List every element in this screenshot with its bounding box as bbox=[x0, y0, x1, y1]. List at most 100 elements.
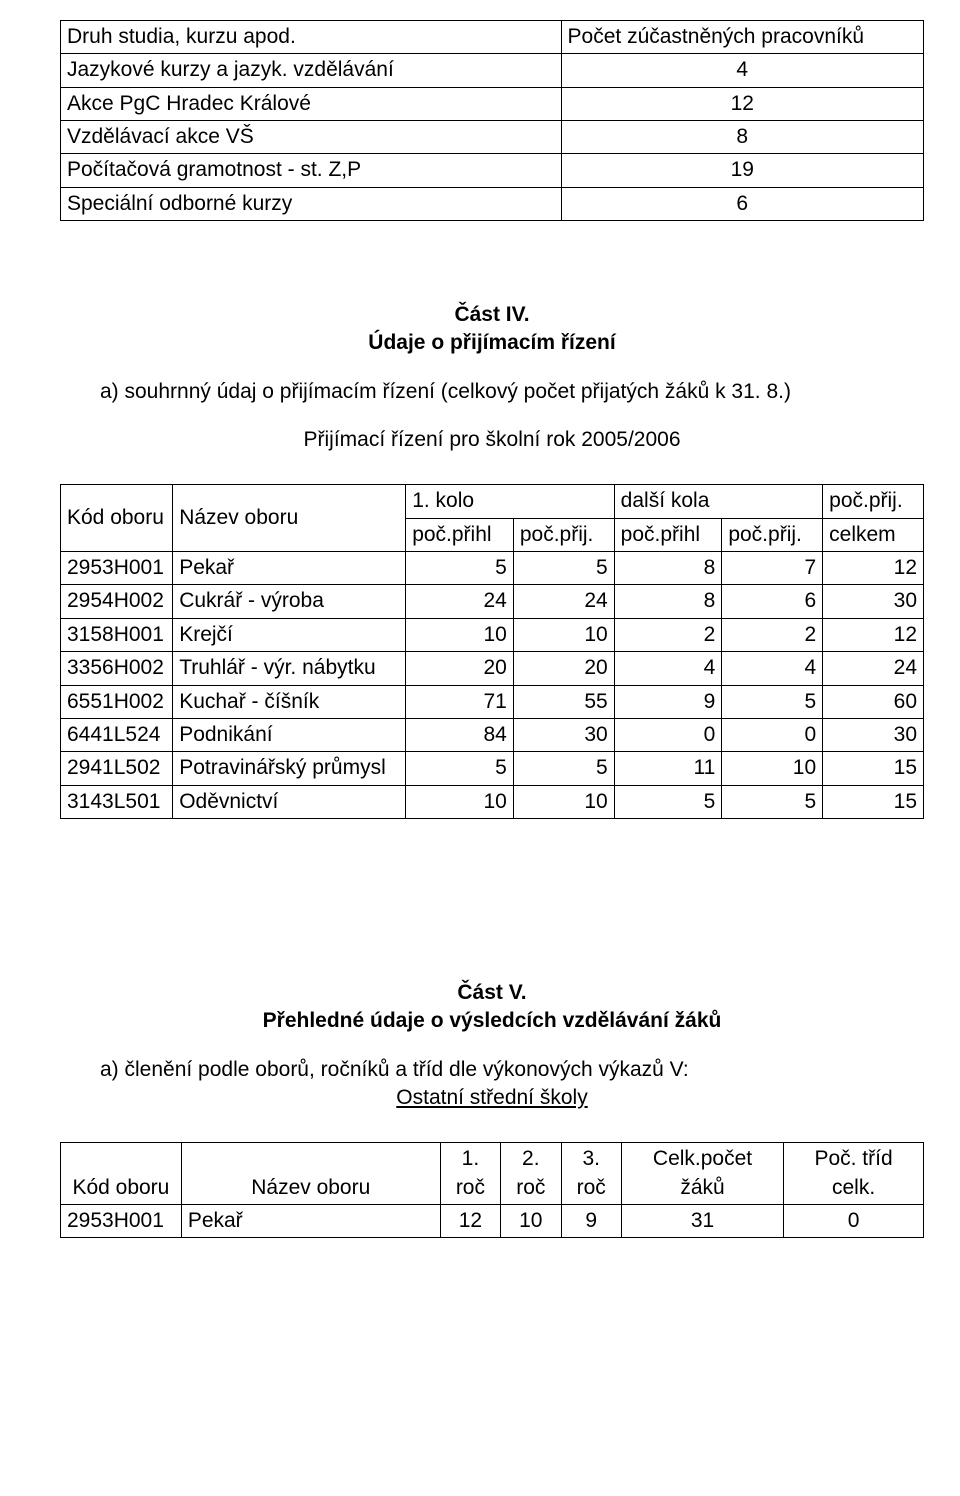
cell-count: 4 bbox=[561, 54, 923, 87]
cell: 10 bbox=[501, 1204, 561, 1237]
cell: 8 bbox=[614, 585, 722, 618]
table-head-row: Kód oboru Název oboru 1. kolo další kola… bbox=[61, 485, 924, 518]
cell: 10 bbox=[406, 785, 514, 818]
cell: 8 bbox=[614, 552, 722, 585]
cell: 9 bbox=[561, 1204, 621, 1237]
table-row: Jazykové kurzy a jazyk. vzdělávání 4 bbox=[61, 54, 924, 87]
section4-part-label: Část IV. bbox=[454, 303, 529, 326]
cell: 5 bbox=[513, 552, 614, 585]
cell: 9 bbox=[614, 685, 722, 718]
cell: 0 bbox=[784, 1204, 924, 1237]
cell: 5 bbox=[722, 685, 823, 718]
cell: 10 bbox=[513, 618, 614, 651]
admission-table: Kód oboru Název oboru 1. kolo další kola… bbox=[60, 484, 924, 818]
table-row: Speciální odborné kurzy 6 bbox=[61, 187, 924, 220]
col-celk: Celk.počet žáků bbox=[621, 1143, 783, 1205]
col-kod: Kód oboru bbox=[61, 1143, 182, 1205]
cell: 10 bbox=[406, 618, 514, 651]
section4-subheading: Přijímací řízení pro školní rok 2005/200… bbox=[60, 426, 924, 454]
col-roc1: 1. roč bbox=[440, 1143, 500, 1205]
col-roc3: 3. roč bbox=[561, 1143, 621, 1205]
cell: 2941L502 bbox=[61, 752, 173, 785]
table-row: 2954H002Cukrář - výroba24248630 bbox=[61, 585, 924, 618]
cell: 5 bbox=[722, 785, 823, 818]
cell-type: Jazykové kurzy a jazyk. vzdělávání bbox=[61, 54, 562, 87]
table-row: 3143L501Oděvnictví10105515 bbox=[61, 785, 924, 818]
col-pocprij: poč.přij. bbox=[823, 485, 924, 518]
cell: 3143L501 bbox=[61, 785, 173, 818]
cell: 0 bbox=[722, 718, 823, 751]
section5-item-a: a) členění podle oborů, ročníků a tříd d… bbox=[100, 1056, 924, 1084]
section5-heading: Část V. Přehledné údaje o výsledcích vzd… bbox=[60, 979, 924, 1036]
cell: 0 bbox=[614, 718, 722, 751]
col-sub: poč.přij. bbox=[722, 518, 823, 551]
table-row: 2953H001Pekař558712 bbox=[61, 552, 924, 585]
cell: 5 bbox=[614, 785, 722, 818]
cell: Krejčí bbox=[173, 618, 406, 651]
cell: 30 bbox=[823, 718, 924, 751]
cell-type: Akce PgC Hradec Králové bbox=[61, 87, 562, 120]
section4-heading: Část IV. Údaje o přijímacím řízení bbox=[60, 301, 924, 358]
cell: 15 bbox=[823, 752, 924, 785]
col-roc2: 2. roč bbox=[501, 1143, 561, 1205]
cell: 10 bbox=[513, 785, 614, 818]
cell: 2 bbox=[722, 618, 823, 651]
cell-count: 12 bbox=[561, 87, 923, 120]
cell: 15 bbox=[823, 785, 924, 818]
cell: 12 bbox=[440, 1204, 500, 1237]
cell: Pekař bbox=[181, 1204, 440, 1237]
col-header-count: Počet zúčastněných pracovníků bbox=[561, 21, 923, 54]
cell: 60 bbox=[823, 685, 924, 718]
col-sub: celkem bbox=[823, 518, 924, 551]
col-sub: poč.přij. bbox=[513, 518, 614, 551]
page-root: Druh studia, kurzu apod. Počet zúčastněn… bbox=[0, 0, 960, 1496]
cell: 4 bbox=[614, 652, 722, 685]
cell: 2953H001 bbox=[61, 552, 173, 585]
cell: Cukrář - výroba bbox=[173, 585, 406, 618]
section5-part-label: Část V. bbox=[457, 981, 526, 1004]
col-nazev: Název oboru bbox=[181, 1143, 440, 1205]
cell: 5 bbox=[513, 752, 614, 785]
cell: Truhlář - výr. nábytku bbox=[173, 652, 406, 685]
cell-type: Počítačová gramotnost - st. Z,P bbox=[61, 154, 562, 187]
section4-title: Údaje o přijímacím řízení bbox=[368, 331, 615, 354]
cell: 6441L524 bbox=[61, 718, 173, 751]
cell: 24 bbox=[406, 585, 514, 618]
col-sub: poč.přihl bbox=[406, 518, 514, 551]
cell: 30 bbox=[823, 585, 924, 618]
cell: 5 bbox=[406, 552, 514, 585]
col-kolo1: 1. kolo bbox=[406, 485, 614, 518]
col-trid: Poč. tříd celk. bbox=[784, 1143, 924, 1205]
cell: 2953H001 bbox=[61, 1204, 182, 1237]
cell: Podnikání bbox=[173, 718, 406, 751]
cell: Kuchař - číšník bbox=[173, 685, 406, 718]
table-row: Akce PgC Hradec Králové 12 bbox=[61, 87, 924, 120]
section4-item-a: a) souhrnný údaj o přijímacím řízení (ce… bbox=[100, 378, 924, 406]
cell: 6551H002 bbox=[61, 685, 173, 718]
col-header-type: Druh studia, kurzu apod. bbox=[61, 21, 562, 54]
cell: 4 bbox=[722, 652, 823, 685]
cell-type: Speciální odborné kurzy bbox=[61, 187, 562, 220]
cell: 24 bbox=[823, 652, 924, 685]
table-row: Počítačová gramotnost - st. Z,P 19 bbox=[61, 154, 924, 187]
cell: 10 bbox=[722, 752, 823, 785]
col-dalsi: další kola bbox=[614, 485, 822, 518]
cell: 6 bbox=[722, 585, 823, 618]
table-row: 3356H002Truhlář - výr. nábytku20204424 bbox=[61, 652, 924, 685]
col-kod: Kód oboru bbox=[61, 485, 173, 552]
training-table: Druh studia, kurzu apod. Počet zúčastněn… bbox=[60, 20, 924, 221]
cell: 20 bbox=[513, 652, 614, 685]
table-head-row: Kód oboru Název oboru 1. roč 2. roč 3. r… bbox=[61, 1143, 924, 1205]
table-row: 2941L502Potravinářský průmysl55111015 bbox=[61, 752, 924, 785]
cell: Oděvnictví bbox=[173, 785, 406, 818]
section5-subline: Ostatní střední školy bbox=[60, 1084, 924, 1112]
table-row: 2953H001 Pekař 12 10 9 31 0 bbox=[61, 1204, 924, 1237]
cell: 2 bbox=[614, 618, 722, 651]
table-row: 3158H001Krejčí10102212 bbox=[61, 618, 924, 651]
cell: 20 bbox=[406, 652, 514, 685]
table-row: 6551H002Kuchař - číšník71559560 bbox=[61, 685, 924, 718]
cell: 71 bbox=[406, 685, 514, 718]
cell: 12 bbox=[823, 618, 924, 651]
cell: 12 bbox=[823, 552, 924, 585]
cell: 2954H002 bbox=[61, 585, 173, 618]
